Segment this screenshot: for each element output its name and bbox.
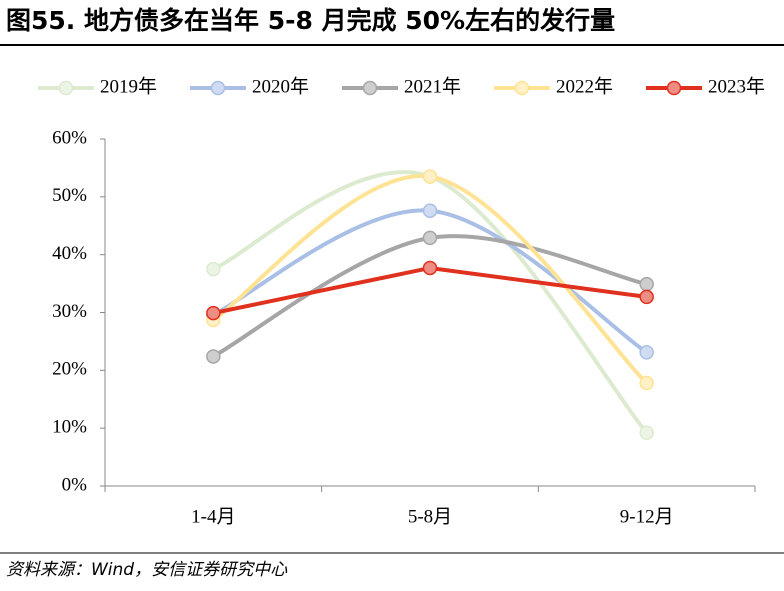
- y-tick-label: 60%: [52, 127, 87, 148]
- legend-marker: [666, 80, 682, 96]
- point: [206, 305, 221, 321]
- point: [639, 425, 654, 441]
- source: 资料来源：Wind，安信证券研究中心: [6, 560, 288, 580]
- x-tick-label: 5-8月: [408, 506, 452, 527]
- legend-marker: [514, 80, 530, 96]
- point: [206, 261, 221, 277]
- point: [639, 276, 654, 292]
- y-tick-label: 50%: [52, 185, 87, 206]
- legend-label: 2021年: [404, 75, 461, 97]
- point: [639, 375, 654, 391]
- y-tick-label: 20%: [52, 359, 87, 380]
- point: [206, 349, 221, 364]
- legend-label: 2022年: [556, 75, 613, 97]
- legend-label: 2019年: [100, 75, 157, 97]
- legend-marker: [210, 80, 226, 96]
- point: [422, 203, 438, 218]
- legend-marker: [58, 80, 74, 96]
- y-tick-label: 0%: [62, 474, 88, 495]
- y-tick-label: 30%: [52, 301, 87, 322]
- legend-marker: [362, 80, 378, 96]
- point: [422, 169, 438, 184]
- chart-title: 图55. 地方债多在当年 5-8 月完成 50%左右的发行量: [6, 6, 615, 35]
- x-tick-label: 1-4月: [191, 506, 235, 527]
- x-tick-label: 9-12月: [620, 506, 674, 527]
- point: [639, 289, 654, 305]
- point: [422, 230, 438, 246]
- point: [422, 260, 438, 276]
- legend-label: 2020年: [252, 75, 309, 97]
- legend-label: 2023年: [708, 75, 765, 97]
- y-tick-label: 10%: [52, 417, 87, 438]
- point: [639, 345, 654, 360]
- y-tick-label: 40%: [52, 243, 87, 264]
